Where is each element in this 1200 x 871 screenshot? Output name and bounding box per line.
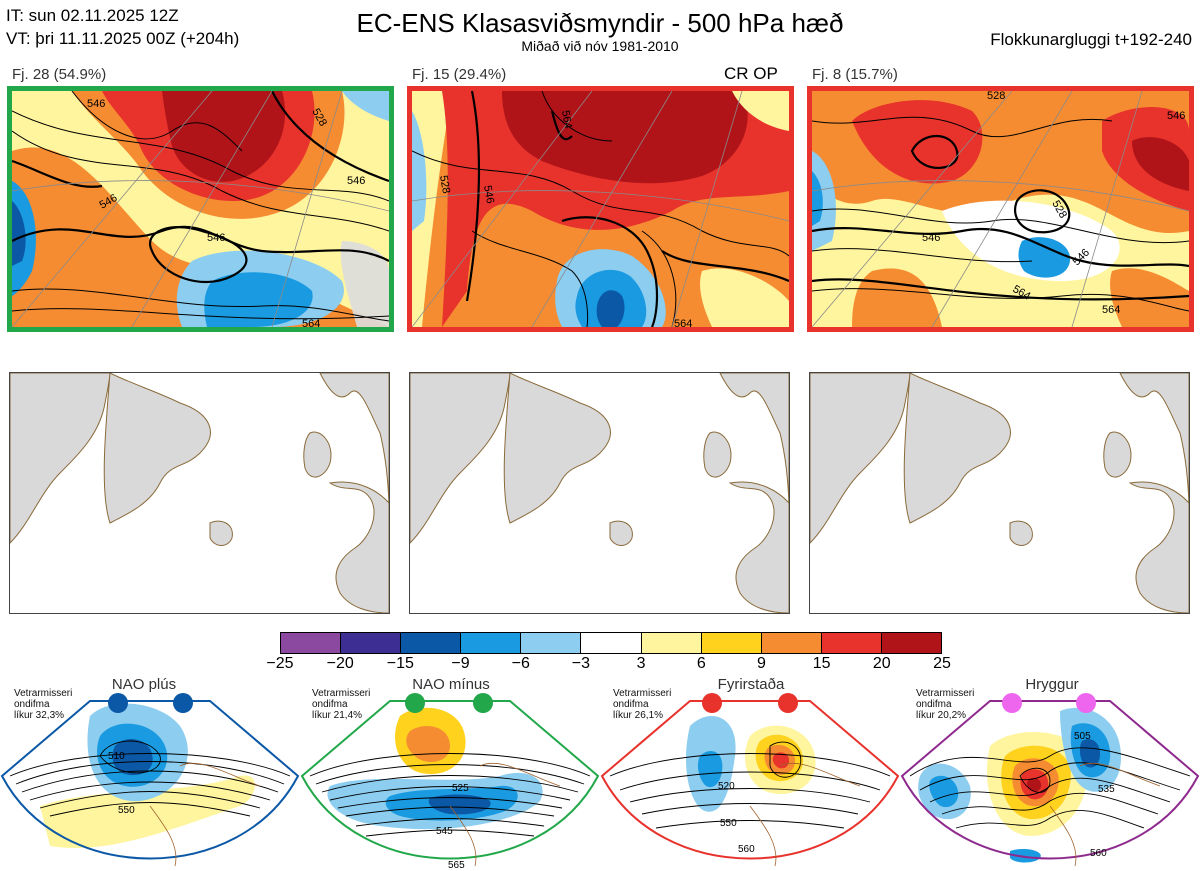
- regime-4-dot-icon: [1076, 693, 1096, 713]
- regime-2-contour-label: 545: [436, 826, 453, 837]
- regime-1-probability: Vetrarmisseri ondifma líkur 32,3%: [14, 688, 73, 721]
- colorbar-segment: [880, 633, 942, 653]
- regime-3-contour-label: 550: [720, 818, 737, 829]
- regime-2-probability: Vetrarmisseri ondifma líkur 21,4%: [312, 688, 371, 721]
- regime-row: Vetrarmisseri ondifma líkur 32,3% NAO pl…: [0, 676, 1200, 871]
- colorbar-tick-label: 25: [933, 655, 951, 672]
- cluster-2-contour-label: 564: [559, 109, 574, 129]
- cluster-3-label: Fj. 8 (15.7%): [812, 66, 898, 83]
- header-info: IT: sun 02.11.2025 12Z VT: þri 11.11.202…: [6, 4, 239, 50]
- coastline-map-icon: [10, 373, 389, 613]
- regime-2-contour-label: 525: [452, 783, 469, 794]
- regime-1-dot-icon: [108, 693, 128, 713]
- regime-3-map[interactable]: 520 550 560: [600, 686, 900, 871]
- colorbar-tick-label: −9: [451, 655, 470, 672]
- cluster-3-contour-label: 564: [1102, 304, 1120, 316]
- regime-1-dot-icon: [173, 693, 193, 713]
- regime-1-contour-label: 550: [118, 805, 135, 816]
- cluster-2-label: Fj. 15 (29.4%): [412, 66, 507, 83]
- colorbar-tick-label: 9: [757, 655, 766, 672]
- regime-3-contour-label: 520: [718, 781, 735, 792]
- colorbar-tick-label: −25: [266, 655, 294, 672]
- coastline-map-1[interactable]: [9, 372, 390, 614]
- regime-4-map[interactable]: 505 535 560: [900, 686, 1200, 871]
- regime-4-dot-icon: [1002, 693, 1022, 713]
- valid-time: VT: þri 11.11.2025 00Z (+204h): [6, 29, 240, 48]
- colorbar-tick-label: 6: [696, 655, 706, 672]
- cluster-2-extra: CR OP: [724, 64, 778, 83]
- colorbar: [280, 632, 942, 654]
- regime-4-contour-label: 535: [1098, 784, 1115, 795]
- colorbar-tick-label: −3: [571, 655, 591, 672]
- colorbar-segment: [460, 633, 521, 653]
- regime-3-dot-icon: [778, 693, 798, 713]
- colorbar-segment: [281, 633, 341, 653]
- regime-2-dot-icon: [405, 693, 425, 713]
- cluster-1-label: Fj. 28 (54.9%): [12, 66, 107, 83]
- cluster-3-contour-label: 546: [1167, 110, 1185, 122]
- regime-1-contour-label: 510: [108, 751, 125, 762]
- colorbar-tick-label: −15: [386, 655, 414, 672]
- cluster-3-contour-label: 528: [987, 91, 1005, 102]
- colorbar-segment: [760, 633, 821, 653]
- cluster-1-contour-label: 546: [87, 98, 105, 110]
- coastline-map-icon: [810, 373, 1189, 613]
- colorbar-segment: [580, 633, 641, 653]
- cluster-1-contour-label: 546: [207, 232, 225, 244]
- colorbar-ticks: −25 −20 −15 −9 −6 −3 3 6 9 15 20 25: [260, 655, 960, 675]
- regime-3-dot-icon: [702, 693, 722, 713]
- colorbar-segment: [340, 633, 401, 653]
- initial-time: IT: sun 02.11.2025 12Z: [6, 6, 179, 25]
- cluster-2-map[interactable]: 564 528 546 564: [407, 86, 794, 332]
- colorbar-tick-label: 15: [812, 655, 831, 672]
- cluster-2-contour-label: 564: [674, 318, 692, 327]
- coastline-map-icon: [410, 373, 789, 613]
- regime-1-map[interactable]: 510 550: [0, 686, 300, 871]
- coastline-map-3[interactable]: [809, 372, 1190, 614]
- regime-3-probability: Vetrarmisseri ondifma líkur 26,1%: [613, 688, 672, 721]
- regime-3-contour-label: 560: [738, 844, 755, 855]
- classification-window: Flokkunargluggi t+192-240: [990, 30, 1192, 49]
- colorbar-segment: [400, 633, 461, 653]
- page-subtitle: Miðað við nóv 1981-2010: [521, 38, 679, 54]
- regime-2-contour-label: 565: [448, 860, 465, 871]
- regime-4-contour-label: 560: [1090, 848, 1107, 859]
- regime-4-probability: Vetrarmisseri ondifma líkur 20,2%: [916, 688, 975, 721]
- cluster-3-map[interactable]: 546 528 528 546 546 564 564: [807, 86, 1194, 332]
- regime-1-name: NAO plús: [111, 676, 177, 693]
- cluster-3-contour-label: 546: [922, 232, 940, 244]
- cluster-2-contour-label: 546: [481, 184, 496, 204]
- page-title: EC-ENS Klasasviðsmyndir - 500 hPa hæð: [356, 8, 844, 38]
- cluster-1-contour-label: 546: [347, 175, 365, 187]
- regime-2-dot-icon: [473, 693, 493, 713]
- coastline-map-2[interactable]: [409, 372, 790, 614]
- colorbar-tick-label: 3: [636, 655, 646, 672]
- regime-4-name: Hryggur: [1025, 676, 1079, 693]
- colorbar-segment: [640, 633, 701, 653]
- regime-2-name: NAO mínus: [412, 676, 490, 693]
- cluster-1-contour-label: 564: [302, 318, 320, 327]
- cluster-1-map[interactable]: 546 546 546 528 546 564: [7, 86, 394, 332]
- colorbar-segment: [820, 633, 881, 653]
- colorbar-segment: [520, 633, 581, 653]
- colorbar-tick-label: 20: [872, 655, 891, 672]
- cluster-2-contour-label: 528: [437, 174, 452, 194]
- colorbar-tick-label: −20: [326, 655, 354, 672]
- regime-2-map[interactable]: 525 545 565: [300, 686, 600, 871]
- colorbar-tick-label: −6: [511, 655, 530, 672]
- regime-3-name: Fyrirstaða: [717, 676, 785, 693]
- colorbar-segment: [700, 633, 761, 653]
- regime-4-contour-label: 505: [1074, 731, 1091, 742]
